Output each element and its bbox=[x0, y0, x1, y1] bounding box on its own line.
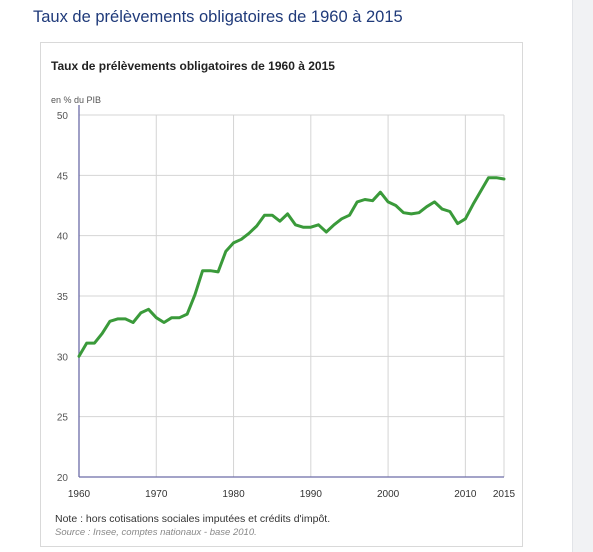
y-tick-label: 35 bbox=[57, 292, 69, 303]
y-tick-label: 20 bbox=[57, 473, 69, 484]
page-title: Taux de prélèvements obligatoires de 196… bbox=[33, 8, 403, 26]
chart-title: Taux de prélèvements obligatoires de 196… bbox=[51, 59, 335, 73]
x-tick-label: 1960 bbox=[68, 489, 91, 500]
x-tick-label: 1990 bbox=[300, 489, 323, 500]
x-tick-label: 2015 bbox=[493, 489, 516, 500]
y-tick-label: 30 bbox=[57, 352, 69, 363]
y-axis-unit-label: en % du PIB bbox=[51, 95, 102, 105]
x-tick-label: 1980 bbox=[222, 489, 245, 500]
series-line bbox=[77, 176, 506, 358]
x-tick-label: 2000 bbox=[377, 489, 400, 500]
chart-note: Note : hors cotisations sociales imputée… bbox=[55, 513, 331, 525]
chart-source: Source : Insee, comptes nationaux - base… bbox=[55, 527, 257, 538]
chart-card bbox=[40, 42, 523, 547]
y-tick-label: 50 bbox=[57, 111, 69, 122]
y-tick-label: 40 bbox=[57, 232, 69, 243]
right-side-panel bbox=[572, 0, 593, 552]
x-tick-label: 2010 bbox=[454, 489, 477, 500]
y-tick-label: 45 bbox=[57, 171, 69, 182]
x-tick-label: 1970 bbox=[145, 489, 168, 500]
y-tick-label: 25 bbox=[57, 413, 69, 424]
